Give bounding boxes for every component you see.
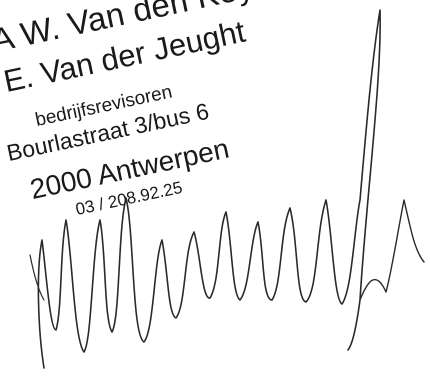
signature-tail-stroke <box>360 200 424 300</box>
signature-lead-stroke <box>30 255 44 300</box>
signature-stroke <box>38 10 380 368</box>
